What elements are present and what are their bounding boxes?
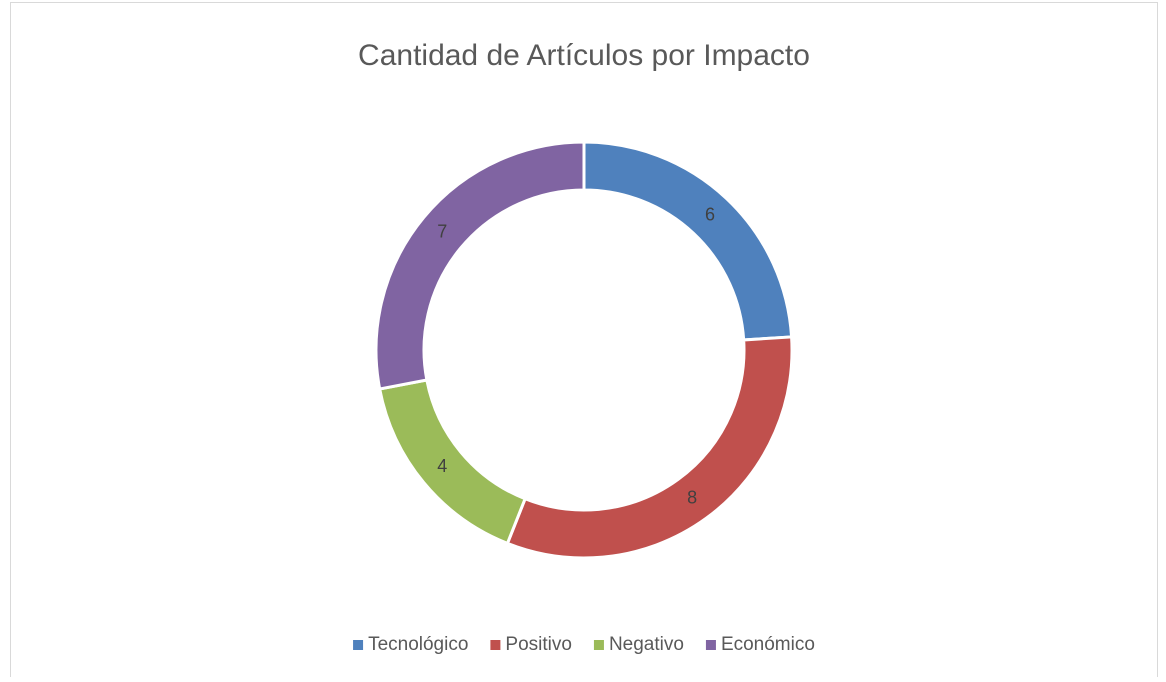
chart-title: Cantidad de Artículos por Impacto (358, 39, 810, 72)
legend-label: Negativo (609, 634, 684, 655)
data-label: 7 (437, 221, 447, 241)
doughnut-slice (374, 140, 586, 391)
legend-swatch (593, 640, 604, 650)
chart-frame (10, 2, 1158, 682)
legend-swatch (353, 640, 364, 650)
legend-swatch (490, 640, 501, 650)
legend-label: Positivo (505, 634, 572, 655)
legend-label: Económico (721, 634, 815, 655)
data-label: 4 (437, 456, 447, 476)
legend-label: Tecnológico (368, 634, 468, 655)
data-label: 6 (705, 205, 715, 225)
data-label: 8 (687, 488, 697, 508)
legend: Tecnológico Positivo Negativo Económico (353, 634, 815, 655)
legend-swatch (705, 640, 716, 650)
